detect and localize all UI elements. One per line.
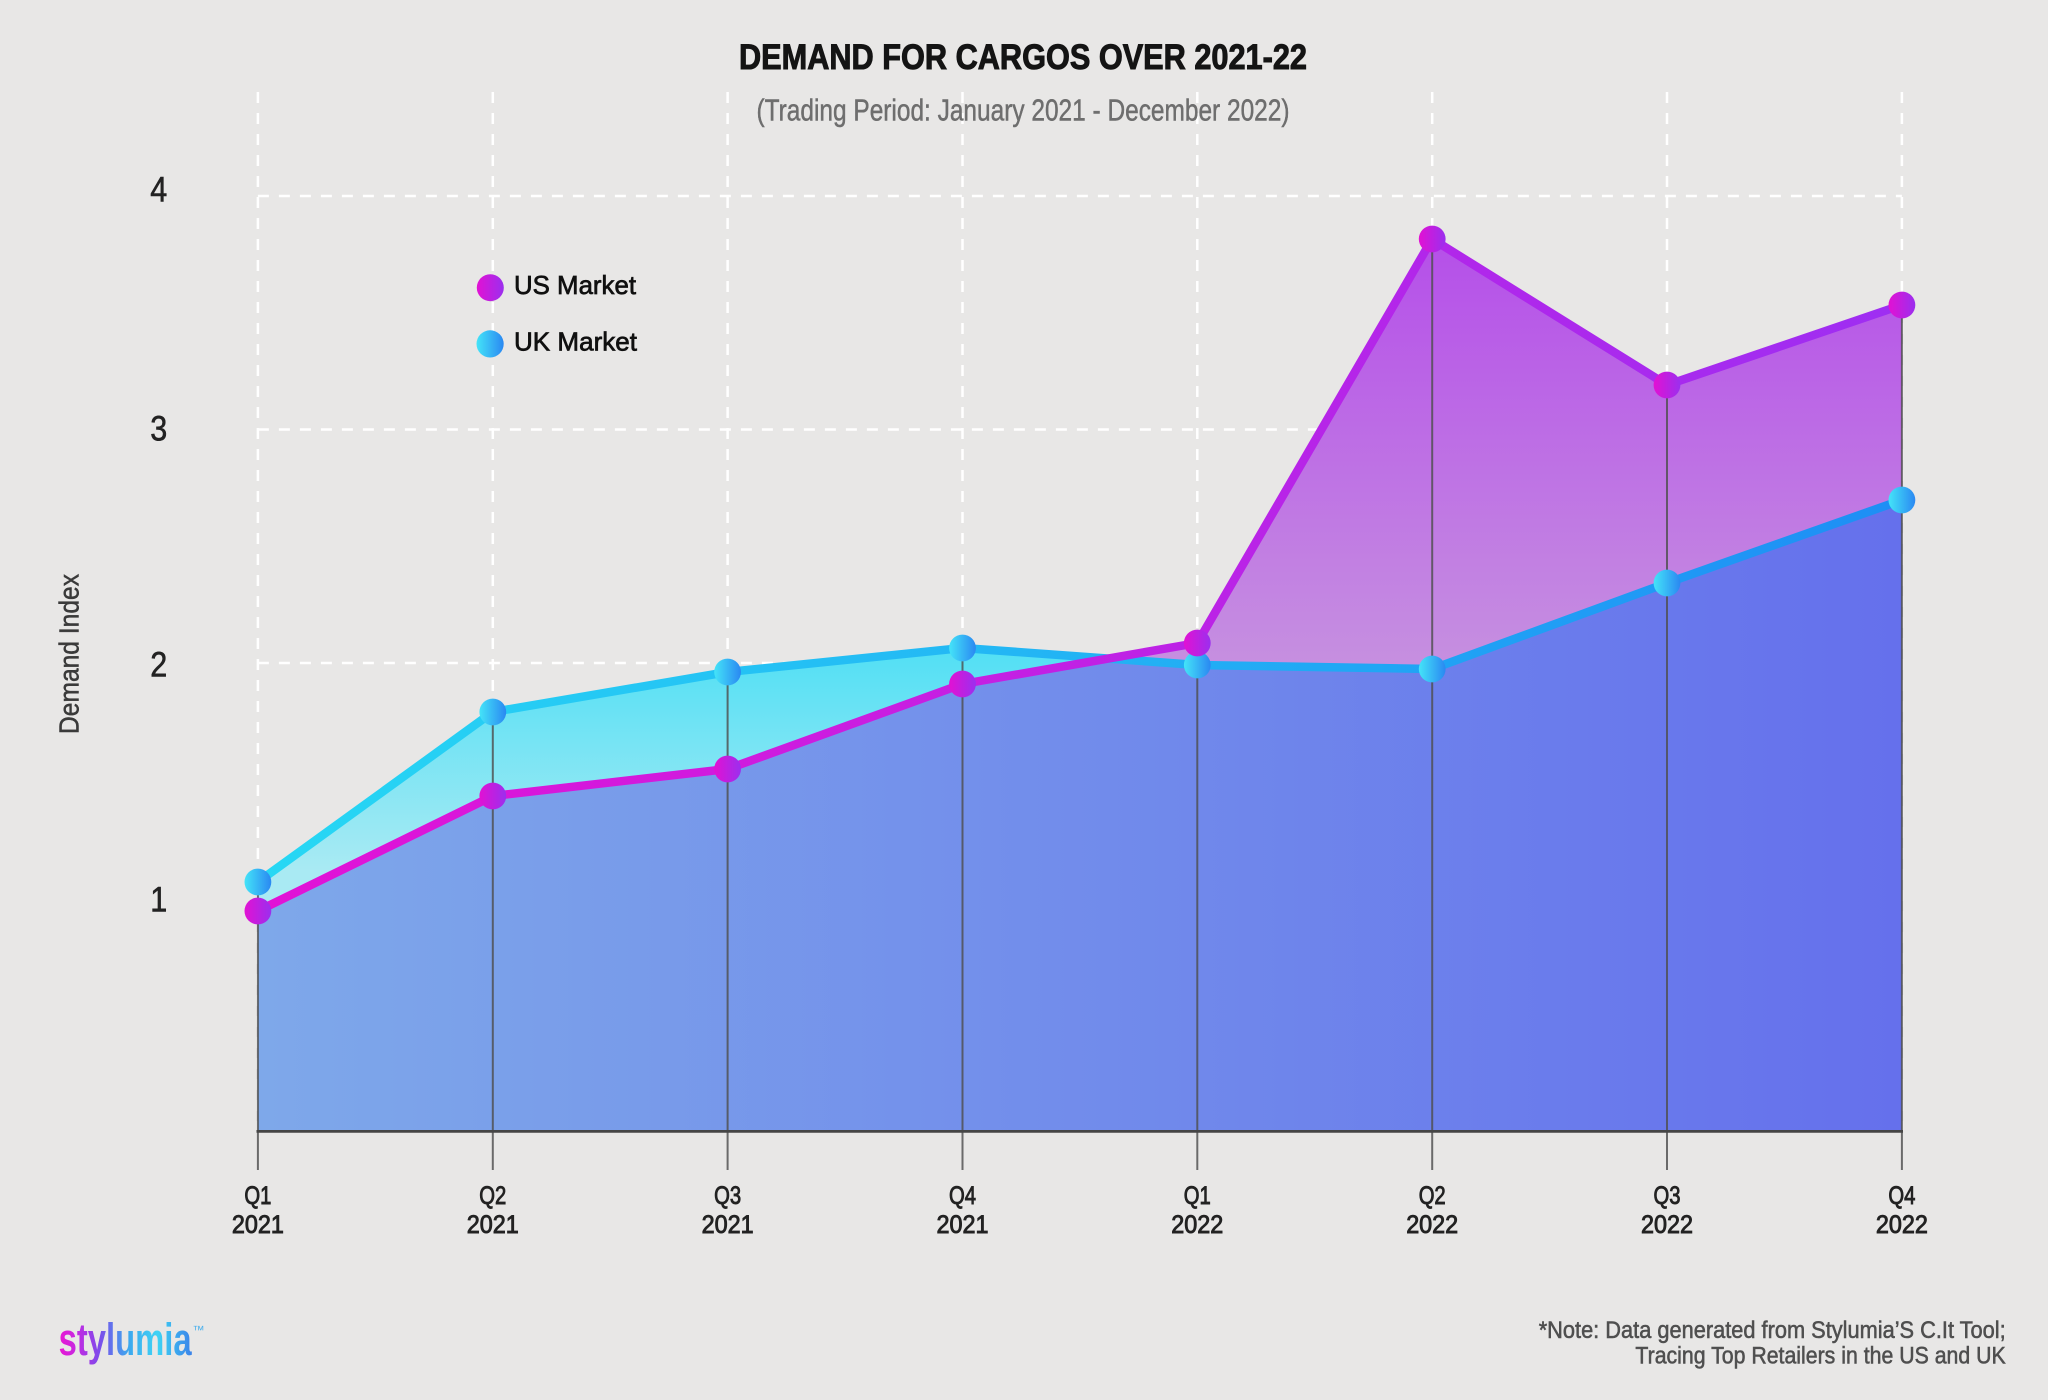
svg-text:2021: 2021 (937, 1211, 989, 1239)
svg-text:2022: 2022 (1641, 1211, 1693, 1239)
svg-text:Q4: Q4 (1888, 1182, 1915, 1210)
svg-text:stylumia: stylumia (59, 1314, 193, 1365)
svg-text:2022: 2022 (1171, 1211, 1223, 1239)
svg-text:US Market: US Market (514, 270, 637, 300)
svg-text:(Trading Period: January 2021: (Trading Period: January 2021 - December… (757, 92, 1290, 127)
svg-text:Q1: Q1 (244, 1182, 271, 1210)
svg-text:Demand Index: Demand Index (54, 574, 85, 734)
svg-text:2021: 2021 (232, 1211, 284, 1239)
svg-text:Q4: Q4 (949, 1182, 976, 1210)
svg-text:*Note: Data generated from Sty: *Note: Data generated from Stylumia’S C.… (1539, 1317, 2006, 1344)
svg-text:Q2: Q2 (1419, 1182, 1446, 1210)
svg-text:Q3: Q3 (714, 1182, 741, 1210)
svg-text:™: ™ (193, 1323, 205, 1337)
svg-text:2021: 2021 (702, 1211, 754, 1239)
svg-text:Q2: Q2 (479, 1182, 506, 1210)
svg-text:1: 1 (150, 881, 167, 920)
svg-text:DEMAND FOR CARGOS OVER 2021-22: DEMAND FOR CARGOS OVER 2021-22 (739, 38, 1307, 77)
svg-text:4: 4 (150, 171, 167, 210)
svg-text:2: 2 (150, 646, 167, 685)
svg-text:Q3: Q3 (1654, 1182, 1681, 1210)
svg-text:Q1: Q1 (1184, 1182, 1211, 1210)
svg-text:2022: 2022 (1876, 1211, 1928, 1239)
svg-text:2021: 2021 (467, 1211, 519, 1239)
svg-text:UK Market: UK Market (514, 327, 638, 357)
svg-text:2022: 2022 (1406, 1211, 1458, 1239)
svg-text:Tracing Top Retailers in the U: Tracing Top Retailers in the US and UK (1635, 1343, 2005, 1370)
svg-text:3: 3 (150, 410, 167, 449)
